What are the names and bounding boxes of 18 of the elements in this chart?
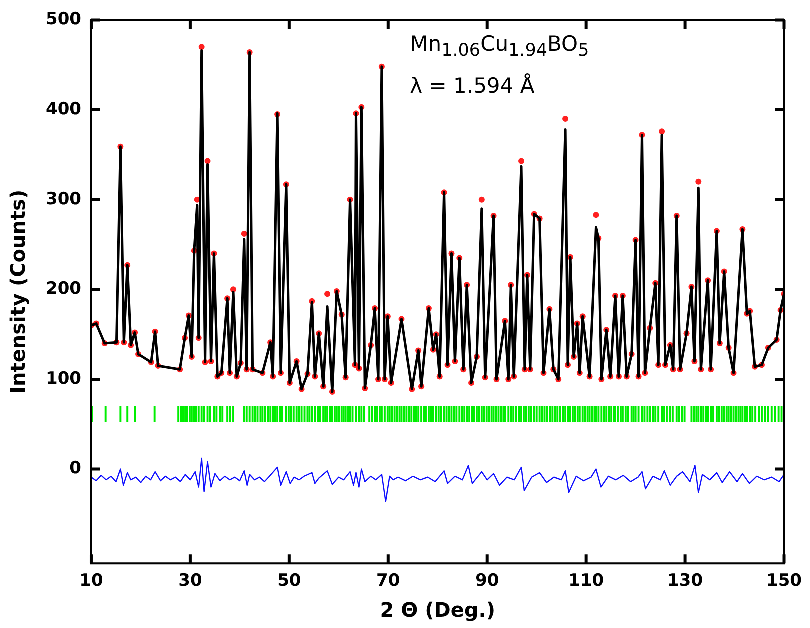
x-tick-label: 30 <box>178 571 202 592</box>
y-tick-label: 0 <box>70 458 82 479</box>
x-tick-label: 110 <box>568 571 604 592</box>
y-axis-title: Intensity (Counts) <box>6 190 30 394</box>
y-tick-label: 200 <box>46 279 82 300</box>
x-tick-label: 130 <box>668 571 704 592</box>
y-tick-label: 400 <box>46 99 82 120</box>
y-tick-label: 500 <box>46 10 82 30</box>
x-tick-label: 70 <box>376 571 400 592</box>
annotation: Mn$_{1.06}$Cu$_{1.94}$BO$_{5}$ <box>410 32 590 62</box>
x-tick-label: 150 <box>766 571 802 592</box>
x-tick-label: 10 <box>80 571 104 592</box>
annotation: λ = 1.594 Å <box>410 74 535 98</box>
x-tick-label: 90 <box>476 571 500 592</box>
y-tick-label: 300 <box>46 189 82 210</box>
y-tick-label: 100 <box>46 368 82 389</box>
x-axis-title: 2 Θ (Deg.) <box>380 598 496 622</box>
x-tick-label: 50 <box>278 571 302 592</box>
